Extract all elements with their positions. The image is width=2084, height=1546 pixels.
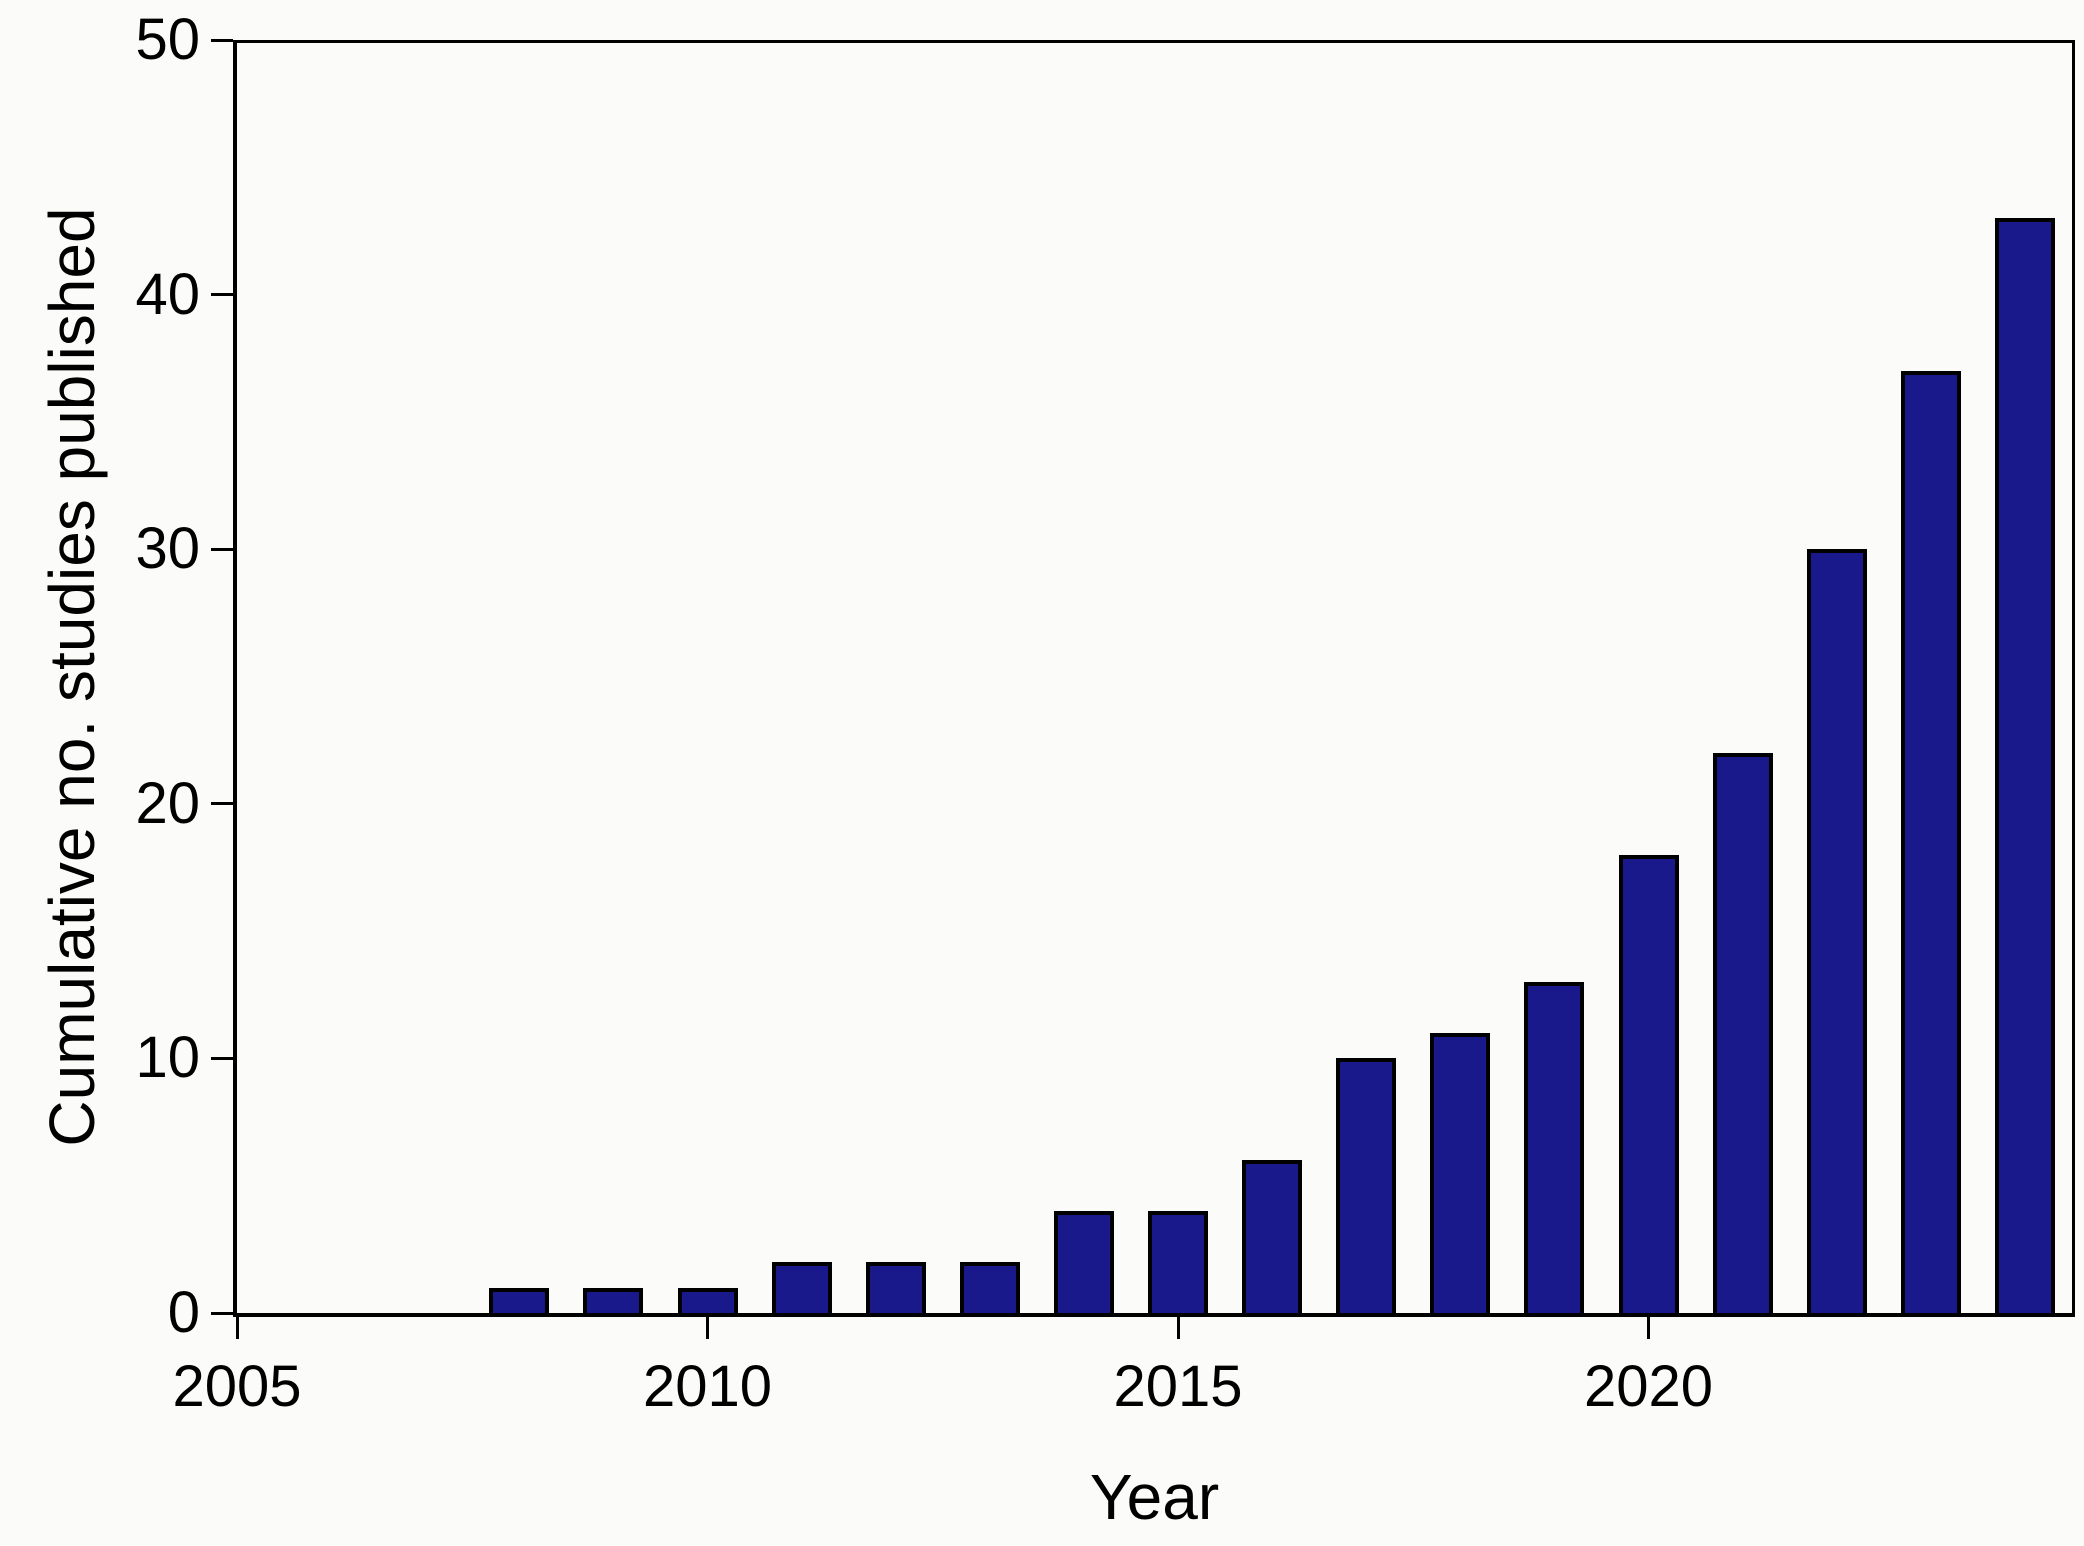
y-tick-label: 10 [135, 1025, 200, 1091]
y-tick-label: 20 [135, 770, 200, 836]
bar-2023 [1900, 370, 1961, 1313]
y-tick [211, 547, 233, 551]
y-tick [211, 38, 233, 42]
plot-area [233, 40, 2075, 1317]
x-tick-label: 2005 [172, 1354, 302, 1419]
y-axis-label: Cumulative no. studies published [36, 206, 108, 1147]
bar-2010 [677, 1287, 738, 1313]
y-tick [211, 1311, 233, 1315]
bar-2018 [1430, 1032, 1491, 1313]
x-tick-label: 2010 [642, 1354, 773, 1419]
bar-2016 [1242, 1160, 1303, 1313]
y-tick-label: 50 [135, 7, 200, 72]
y-tick [211, 1056, 233, 1060]
bar-2011 [771, 1262, 832, 1313]
bar-2017 [1336, 1058, 1397, 1313]
x-tick [1647, 1317, 1651, 1339]
y-tick-label: 40 [135, 261, 200, 327]
bar-2015 [1148, 1211, 1209, 1313]
x-tick [706, 1317, 709, 1339]
bar-2020 [1618, 854, 1679, 1313]
x-tick-label: 2020 [1584, 1354, 1714, 1419]
bar-2022 [1806, 549, 1867, 1313]
bar-2021 [1712, 752, 1773, 1313]
bar-2008 [489, 1287, 550, 1313]
x-axis-label: Year [1089, 1461, 1220, 1533]
bar-2019 [1524, 982, 1585, 1313]
x-tick [235, 1317, 239, 1339]
bar-2014 [1053, 1211, 1114, 1313]
y-tick-label: 30 [135, 516, 200, 582]
y-tick [211, 802, 233, 806]
bar-2013 [959, 1262, 1020, 1313]
bar-2009 [583, 1287, 644, 1313]
y-tick [211, 293, 233, 297]
x-tick [1176, 1317, 1180, 1339]
bar-2012 [865, 1262, 926, 1313]
y-tick-label: 0 [167, 1280, 200, 1345]
x-tick-label: 2015 [1113, 1354, 1243, 1419]
bar-2024 [1994, 218, 2055, 1313]
